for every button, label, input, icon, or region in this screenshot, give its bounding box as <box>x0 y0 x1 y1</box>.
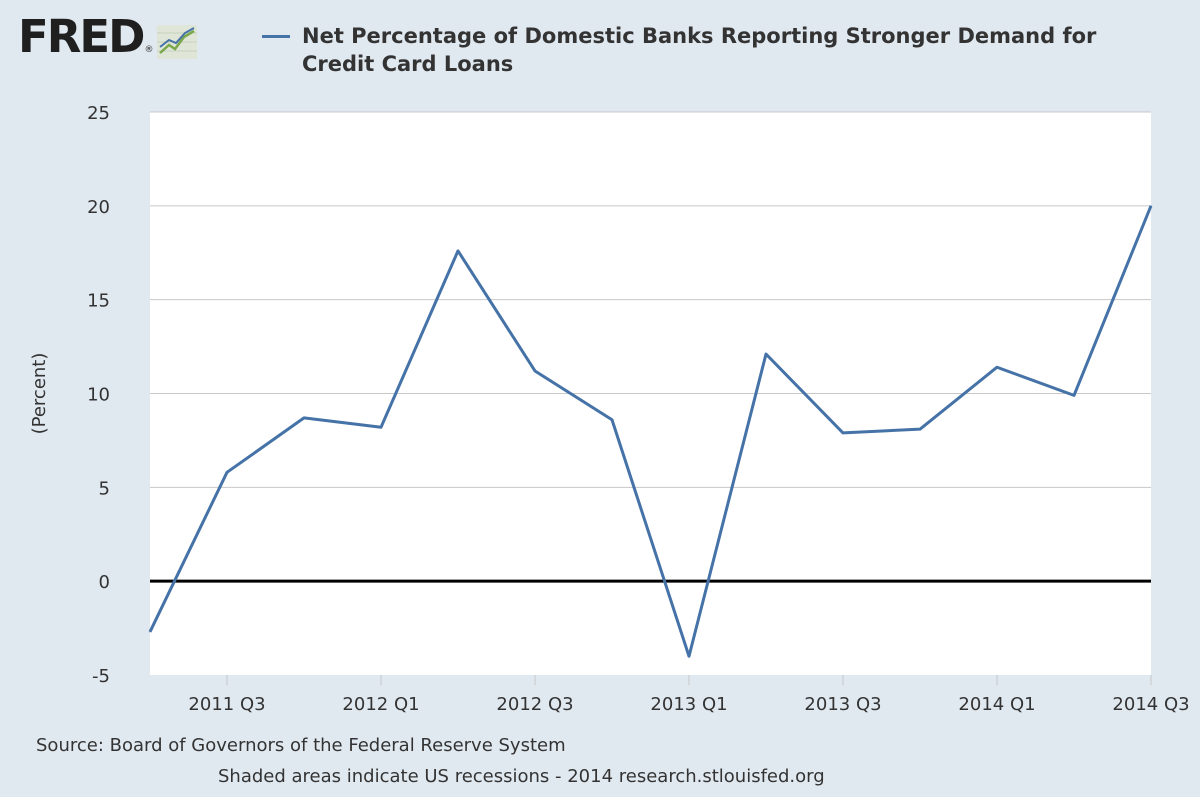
data-point <box>1150 205 1152 207</box>
y-axis-title: (Percent) <box>29 353 50 435</box>
data-point <box>842 432 844 434</box>
chart-trend-icon <box>157 25 198 59</box>
data-point <box>149 631 151 633</box>
data-point <box>1073 394 1075 396</box>
fred-logo: FRED ® <box>18 10 198 63</box>
data-point <box>303 417 305 419</box>
data-point <box>457 250 459 252</box>
data-point <box>919 428 921 430</box>
y-tick-label: 5 <box>99 478 110 499</box>
y-tick-label: 20 <box>87 197 110 218</box>
legend-label: Net Percentage of Domestic Banks Reporti… <box>302 24 1097 76</box>
x-tick-label: 2013 Q1 <box>650 694 727 715</box>
data-point <box>688 655 690 657</box>
data-point <box>611 419 613 421</box>
data-point <box>380 426 382 428</box>
x-tick-label: 2012 Q3 <box>496 694 573 715</box>
data-point <box>765 353 767 355</box>
logo-registered-mark: ® <box>144 45 154 55</box>
data-point <box>534 370 536 372</box>
data-point <box>996 366 998 368</box>
x-tick-label: 2013 Q3 <box>804 694 881 715</box>
legend-swatch <box>262 35 290 38</box>
x-tick-label: 2012 Q1 <box>342 694 419 715</box>
source-note: Source: Board of Governors of the Federa… <box>36 735 566 756</box>
x-tick-label: 2014 Q3 <box>1112 694 1189 715</box>
y-tick-label: 10 <box>87 385 110 406</box>
x-tick-label: 2011 Q3 <box>188 694 265 715</box>
data-point <box>226 471 228 473</box>
recession-note: Shaded areas indicate US recessions - 20… <box>218 766 825 787</box>
logo-text: FRED <box>18 10 145 63</box>
series-line <box>148 205 1153 658</box>
x-tick-label: 2014 Q1 <box>958 694 1035 715</box>
chart-legend: Net Percentage of Domestic Banks Reporti… <box>262 22 1122 78</box>
y-tick-label: 25 <box>87 103 110 124</box>
y-tick-label: 0 <box>99 572 110 593</box>
y-tick-label: 15 <box>87 291 110 312</box>
y-tick-label: -5 <box>92 666 110 687</box>
